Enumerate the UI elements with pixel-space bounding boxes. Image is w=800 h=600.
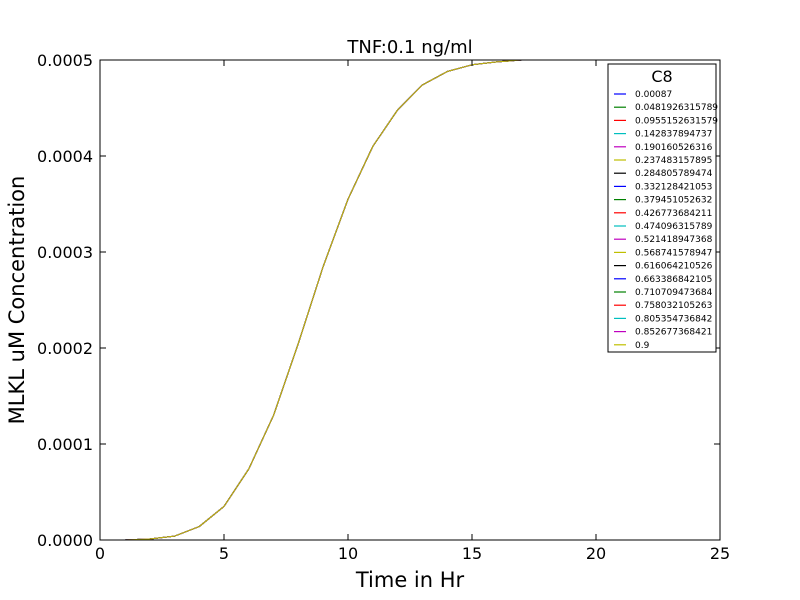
- legend-entry: 0.852677368421: [614, 328, 712, 338]
- chart-title: TNF:0.1 ng/ml: [346, 37, 472, 58]
- legend-label: 0.190160526316: [635, 143, 713, 153]
- legend-entry: 0.710709473684: [614, 288, 713, 298]
- series-line-16: [100, 59, 534, 541]
- y-tick-label: 0.0003: [37, 243, 93, 262]
- y-tick-label: 0.0002: [37, 339, 93, 358]
- legend-entry: 0.758032105263: [614, 301, 712, 311]
- legend-label: 0.0481926315789: [635, 103, 718, 113]
- legend-entry: 0.284805789474: [614, 169, 713, 179]
- legend-entries: 0.00087 0.0481926315789 0.0955152631579 0.1…: [614, 90, 718, 351]
- series-line-5: [100, 59, 534, 541]
- legend-label: 0.332128421053: [635, 182, 712, 192]
- x-tick-label: 0: [95, 544, 105, 563]
- legend-label: 0.284805789474: [635, 169, 713, 179]
- series-line-9: [100, 59, 534, 541]
- legend-entry: 0.426773684211: [614, 209, 712, 219]
- ticks-layer: 0 5 10 15 20 25 0.0000 0.0001 0.0002 0.0003 0.0004…: [37, 51, 730, 563]
- legend-label: 0.9: [635, 341, 650, 351]
- x-tick-label: 15: [462, 544, 482, 563]
- x-tick-label: 25: [710, 544, 730, 563]
- legend-entry: 0.805354736842: [614, 314, 712, 324]
- series-line-0: [100, 59, 534, 541]
- legend-entry: 0.0481926315789: [614, 103, 718, 113]
- legend-label: 0.0955152631579: [635, 116, 718, 126]
- legend-label: 0.521418947368: [635, 235, 713, 245]
- series-line-14: [100, 59, 534, 541]
- legend-entry: 0.616064210526: [614, 262, 713, 272]
- legend-label: 0.805354736842: [635, 314, 712, 324]
- series-line-17: [100, 59, 534, 541]
- legend-entry: 0.568741578947: [614, 248, 712, 258]
- series-line-1: [100, 59, 534, 541]
- y-tick-label: 0.0001: [37, 435, 93, 454]
- series-line-13: [100, 59, 534, 541]
- series-line-11: [100, 59, 534, 541]
- series-line-12: [100, 59, 534, 541]
- series-line-19: [100, 59, 534, 541]
- legend-entry: 0.332128421053: [614, 182, 712, 192]
- plot-frame: [99, 59, 721, 541]
- series-line-18: [100, 59, 534, 541]
- series-line-15: [100, 59, 534, 541]
- legend-label: 0.379451052632: [635, 196, 712, 206]
- legend-entry: 0.190160526316: [614, 143, 713, 153]
- legend-entry: 0.00087: [614, 90, 672, 100]
- series-layer: [100, 59, 534, 541]
- legend-label: 0.852677368421: [635, 328, 712, 338]
- y-tick-label: 0.0000: [37, 531, 93, 550]
- legend-label: 0.237483157895: [635, 156, 712, 166]
- legend-label: 0.00087: [635, 90, 672, 100]
- y-tick-label: 0.0004: [37, 147, 93, 166]
- legend-entry: 0.663386842105: [614, 275, 712, 285]
- series-line-6: [100, 59, 534, 541]
- legend-label: 0.426773684211: [635, 209, 712, 219]
- legend-entry: 0.9: [614, 341, 650, 351]
- series-line-8: [100, 59, 534, 541]
- x-tick-label: 5: [219, 544, 229, 563]
- y-axis-label: MLKL uM Concentration: [5, 176, 29, 425]
- x-axis-label: Time in Hr: [355, 568, 465, 592]
- y-tick-label: 0.0005: [37, 51, 93, 70]
- legend-label: 0.474096315789: [635, 222, 713, 232]
- legend-title: C8: [651, 67, 672, 86]
- series-line-3: [100, 59, 534, 541]
- legend-entry: 0.379451052632: [614, 196, 712, 206]
- legend-entry: 0.237483157895: [614, 156, 712, 166]
- legend-label: 0.142837894737: [635, 130, 712, 140]
- legend: C8 0.00087 0.0481926315789 0.0955152631579…: [607, 63, 718, 353]
- legend-label: 0.616064210526: [635, 262, 713, 272]
- x-tick-label: 20: [586, 544, 606, 563]
- legend-label: 0.710709473684: [635, 288, 713, 298]
- series-line-10: [100, 59, 534, 541]
- legend-entry: 0.521418947368: [614, 235, 713, 245]
- series-line-4: [100, 59, 534, 541]
- x-tick-label: 10: [338, 544, 358, 563]
- series-line-7: [100, 59, 534, 541]
- legend-box: [607, 63, 717, 353]
- legend-entry: 0.474096315789: [614, 222, 713, 232]
- legend-entry: 0.142837894737: [614, 130, 712, 140]
- legend-entry: 0.0955152631579: [614, 116, 718, 126]
- legend-label: 0.663386842105: [635, 275, 712, 285]
- legend-label: 0.758032105263: [635, 301, 712, 311]
- series-line-2: [100, 59, 534, 541]
- legend-label: 0.568741578947: [635, 248, 712, 258]
